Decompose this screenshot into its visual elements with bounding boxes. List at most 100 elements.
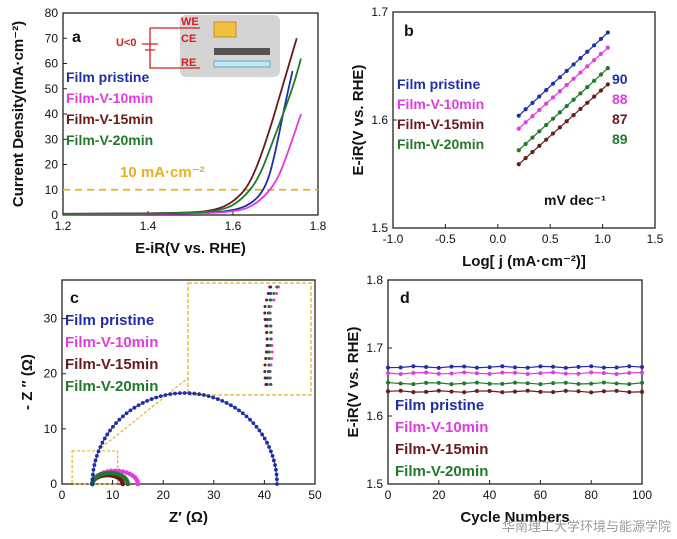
data-point	[386, 370, 390, 375]
y-tick-label: 1.7	[366, 341, 383, 355]
data-point	[272, 458, 276, 463]
data-point	[640, 380, 644, 385]
data-point	[500, 390, 505, 395]
data-point	[411, 370, 416, 375]
panel-c: 0 10 20 30 40 50 0 10 20 30 Z′ (Ω) - Z ″ (Ω) c Film p…	[19, 279, 322, 526]
data-point	[269, 449, 273, 454]
zoom-data-point	[264, 357, 268, 360]
zoom-data-point	[267, 370, 271, 373]
zoom-data-point	[264, 350, 268, 354]
y-axis-label: - Z ″ (Ω)	[19, 354, 36, 410]
data-point	[538, 389, 543, 394]
data-point	[177, 391, 182, 396]
zoom-data-point	[268, 318, 272, 321]
data-point	[576, 371, 581, 376]
data-point	[551, 370, 556, 375]
reference-line-label: 10 mA·cm⁻²	[120, 164, 205, 181]
data-point	[614, 371, 619, 376]
inset-electrode-label: CE	[181, 33, 196, 45]
legend-entry: Film-V-10min	[65, 334, 158, 351]
data-point	[96, 449, 101, 454]
zoom-data-point	[270, 357, 274, 360]
x-tick-label: -1.0	[383, 232, 404, 246]
working-electrode	[213, 21, 237, 38]
data-point	[551, 364, 556, 369]
zoom-data-point	[263, 376, 267, 380]
legend-entry: Film-V-15min	[65, 356, 158, 373]
plot-frame	[61, 279, 316, 485]
data-point	[270, 453, 275, 458]
data-point	[576, 389, 581, 394]
x-tick-label: 30	[207, 488, 221, 502]
zoom-data-point	[269, 363, 273, 367]
zoom-data-point	[267, 305, 271, 308]
data-point	[589, 390, 594, 395]
data-point	[538, 364, 543, 369]
data-point	[248, 417, 252, 422]
y-tick-label: 0	[50, 477, 57, 491]
data-point	[563, 365, 568, 370]
x-tick-label: 1.0	[594, 232, 611, 246]
inset-bias-label: U<0	[116, 37, 137, 49]
zoom-data-point	[269, 292, 273, 295]
data-point	[525, 388, 530, 393]
data-point	[551, 390, 556, 395]
y-tick-label: 80	[45, 6, 59, 20]
data-point	[436, 365, 441, 370]
data-point	[173, 391, 177, 396]
data-point	[158, 394, 163, 399]
x-tick-label: 10	[106, 488, 120, 502]
zoom-data-point	[269, 383, 273, 386]
tafel-slope-value: 88	[612, 91, 628, 107]
y-axis-label: Current Density(mA·cm⁻²)	[10, 21, 27, 207]
y-tick-label: 1.5	[371, 221, 388, 235]
zoom-data-point	[263, 363, 267, 367]
data-point	[120, 481, 126, 487]
legend-entry: Film-V-20min	[397, 136, 484, 152]
data-point	[187, 391, 192, 396]
x-tick-label: 1.4	[140, 219, 157, 233]
zoom-connector	[97, 377, 189, 452]
y-tick-label: 30	[44, 312, 58, 326]
data-point	[411, 390, 416, 395]
data-point	[211, 395, 216, 400]
zoom-data-point	[269, 305, 273, 308]
fit-line	[518, 32, 609, 117]
data-point	[436, 380, 441, 385]
zoom-data-point	[264, 324, 268, 328]
data-point	[254, 424, 259, 429]
data-point	[251, 421, 256, 426]
data-point	[132, 405, 137, 410]
zoom-data-point	[267, 311, 271, 315]
legend-entry: Film-V-20min	[395, 463, 488, 480]
y-tick-label: 1.6	[371, 113, 388, 127]
data-point	[128, 408, 133, 413]
data-point	[627, 364, 632, 369]
data-point	[500, 364, 505, 369]
data-point	[614, 388, 619, 393]
zoom-data-point	[267, 363, 271, 367]
data-point	[275, 477, 279, 482]
data-point	[513, 380, 517, 385]
y-tick-label: 20	[44, 367, 58, 381]
zoom-data-point	[264, 383, 268, 386]
zoom-region	[71, 450, 119, 485]
x-tick-label: 100	[632, 488, 652, 502]
x-tick-label: 40	[483, 488, 497, 502]
data-point	[411, 364, 416, 369]
data-point	[386, 380, 390, 385]
data-point	[398, 381, 403, 386]
data-point	[125, 481, 131, 487]
data-point	[462, 370, 467, 375]
data-point	[449, 389, 454, 394]
x-tick-label: 1.2	[55, 219, 72, 233]
data-point	[398, 365, 403, 370]
y-tick-label: 1.7	[371, 5, 388, 19]
data-point	[601, 380, 606, 385]
data-point	[424, 370, 429, 375]
data-point	[449, 364, 454, 369]
data-point	[91, 467, 96, 472]
data-point	[135, 481, 141, 487]
data-point	[449, 382, 454, 387]
data-point	[487, 371, 492, 376]
